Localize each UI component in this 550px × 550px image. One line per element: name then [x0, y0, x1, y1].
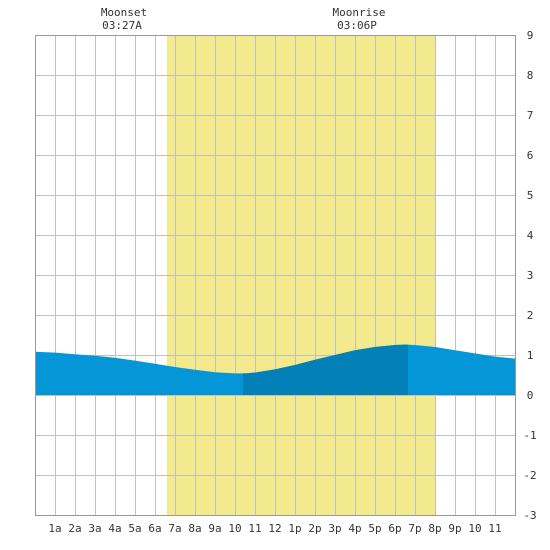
x-tick-label: 8a [188, 522, 201, 535]
y-tick-label: -1 [523, 429, 536, 442]
moonset-time: 03:27A [102, 19, 142, 32]
tide-area-layer [35, 344, 515, 395]
x-tick-label: 5p [368, 522, 381, 535]
moonset-label: Moonset [101, 6, 147, 19]
x-tick-label: 5a [128, 522, 141, 535]
y-axis-ticks: 9 8 7 6 5 4 3 2 1 0 -1 -2 -3 [523, 29, 536, 522]
x-tick-label: 9a [208, 522, 221, 535]
y-tick-label: 1 [527, 349, 534, 362]
tide-area-highlight [243, 344, 408, 395]
x-tick-label: 11 [488, 522, 501, 535]
x-tick-label: 8p [428, 522, 441, 535]
x-tick-label: 3a [88, 522, 101, 535]
x-tick-label: 7p [408, 522, 421, 535]
y-tick-label: -2 [523, 469, 536, 482]
y-tick-label: 7 [527, 109, 534, 122]
gridlines [35, 35, 515, 515]
y-tick-label: 9 [527, 29, 534, 42]
x-tick-label: 11 [248, 522, 261, 535]
y-tick-label: 3 [527, 269, 534, 282]
y-tick-label: 5 [527, 189, 534, 202]
x-axis-ticks: 1a 2a 3a 4a 5a 6a 7a 8a 9a 10 11 12 1p 2p 3p 4p 5p 6p 7p 8p… [48, 522, 501, 535]
x-tick-label: 9p [448, 522, 461, 535]
y-tick-label: 8 [527, 69, 534, 82]
x-tick-label: 12 [268, 522, 281, 535]
y-tick-label: -3 [523, 509, 536, 522]
x-tick-label: 6p [388, 522, 401, 535]
x-tick-label: 10 [228, 522, 241, 535]
moonrise-time: 03:06P [337, 19, 377, 32]
y-tick-label: 6 [527, 149, 534, 162]
y-tick-label: 2 [527, 309, 534, 322]
plot-border [35, 35, 516, 516]
x-tick-label: 4a [108, 522, 121, 535]
x-tick-label: 1p [288, 522, 301, 535]
x-tick-label: 2a [68, 522, 81, 535]
x-tick-label: 2p [308, 522, 321, 535]
moonrise-label: Moonrise [333, 6, 386, 19]
y-tick-label: 0 [527, 389, 534, 402]
x-tick-label: 1a [48, 522, 61, 535]
x-tick-label: 6a [148, 522, 161, 535]
x-tick-label: 10 [468, 522, 481, 535]
x-tick-label: 3p [328, 522, 341, 535]
x-tick-label: 7a [168, 522, 181, 535]
x-tick-label: 4p [348, 522, 361, 535]
y-tick-label: 4 [527, 229, 534, 242]
